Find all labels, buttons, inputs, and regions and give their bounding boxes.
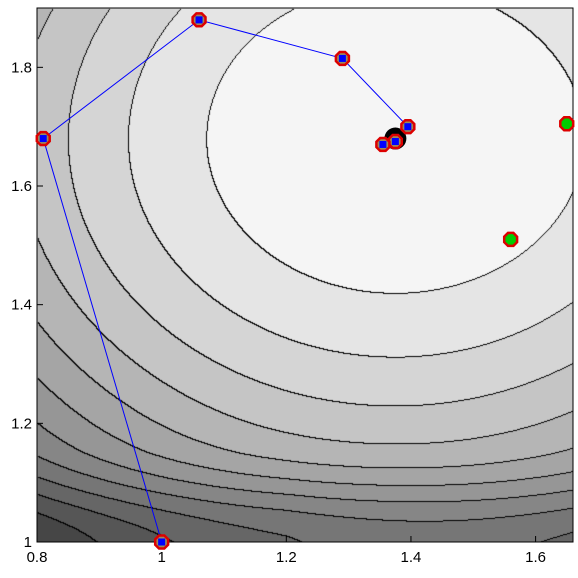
path-point-core: [391, 138, 399, 145]
path-point-core: [404, 123, 412, 131]
path-point-core: [39, 135, 47, 143]
extra-point: [502, 231, 519, 248]
contour-image: [37, 8, 573, 542]
plot-frame: [36, 7, 574, 543]
path-point-core: [195, 16, 203, 24]
y-tick-label: 1.8: [11, 59, 32, 76]
path-point-core: [338, 54, 346, 62]
path-point-core: [158, 538, 166, 546]
x-tick-label: 0.8: [27, 549, 48, 566]
contour-fill-layer: [36, 7, 574, 543]
x-tick-label: 1: [157, 549, 165, 566]
axes: 0.8 1 1.2 1.4 1.611.21.41.61.8: [11, 59, 546, 566]
y-tick-label: 1: [24, 534, 32, 551]
y-tick-label: 1.2: [11, 415, 32, 432]
y-tick-label: 1.4: [11, 297, 32, 314]
x-tick-label: 1.6: [525, 549, 546, 566]
path-point-core: [379, 140, 387, 148]
y-tick-label: 1.6: [11, 178, 32, 195]
x-tick-label: 1.2: [276, 549, 297, 566]
extra-point: [559, 115, 575, 132]
data-points: [35, 12, 575, 550]
x-tick-label: 1.4: [401, 549, 422, 566]
